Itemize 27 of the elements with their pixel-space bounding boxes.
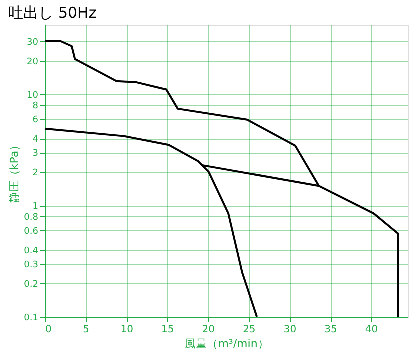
x-axis-title: 風量（m³/min） bbox=[185, 338, 269, 350]
y-tick-label: 0.8 bbox=[24, 212, 39, 223]
x-tick-label: 5 bbox=[83, 324, 90, 336]
x-tick-label: 25 bbox=[243, 324, 256, 336]
x-tick-label: 35 bbox=[324, 324, 338, 336]
y-axis-title: 静圧（kPa） bbox=[8, 140, 22, 204]
x-tick-label: 20 bbox=[202, 324, 216, 336]
y-tick-label: 3 bbox=[32, 149, 38, 160]
y-tick-label: 30 bbox=[27, 38, 39, 48]
x-tick-label: 30 bbox=[284, 324, 297, 336]
y-tick-label: 20 bbox=[27, 57, 39, 68]
x-tick-label: 10 bbox=[120, 324, 134, 336]
y-tick-label: 0.2 bbox=[24, 280, 38, 290]
y-tick-label: 10 bbox=[27, 90, 39, 101]
chart-title: 吐出し 50Hz bbox=[8, 4, 97, 22]
y-tick-label: 0.4 bbox=[24, 246, 39, 256]
y-tick-label: 1 bbox=[32, 202, 38, 212]
y-tick-label: 0.6 bbox=[24, 226, 39, 237]
y-tick-label: 0.1 bbox=[24, 314, 38, 324]
y-tick-label: 2 bbox=[32, 168, 38, 179]
y-tick-label: 4 bbox=[32, 135, 39, 146]
y-tick-label: 8 bbox=[32, 102, 39, 112]
x-tick-label: 0 bbox=[46, 324, 52, 336]
y-tick-label: 0.3 bbox=[24, 260, 38, 270]
y-tick-label: 6 bbox=[32, 116, 39, 126]
x-tick-label: 15 bbox=[161, 324, 174, 336]
x-tick-label: 40 bbox=[365, 324, 378, 336]
